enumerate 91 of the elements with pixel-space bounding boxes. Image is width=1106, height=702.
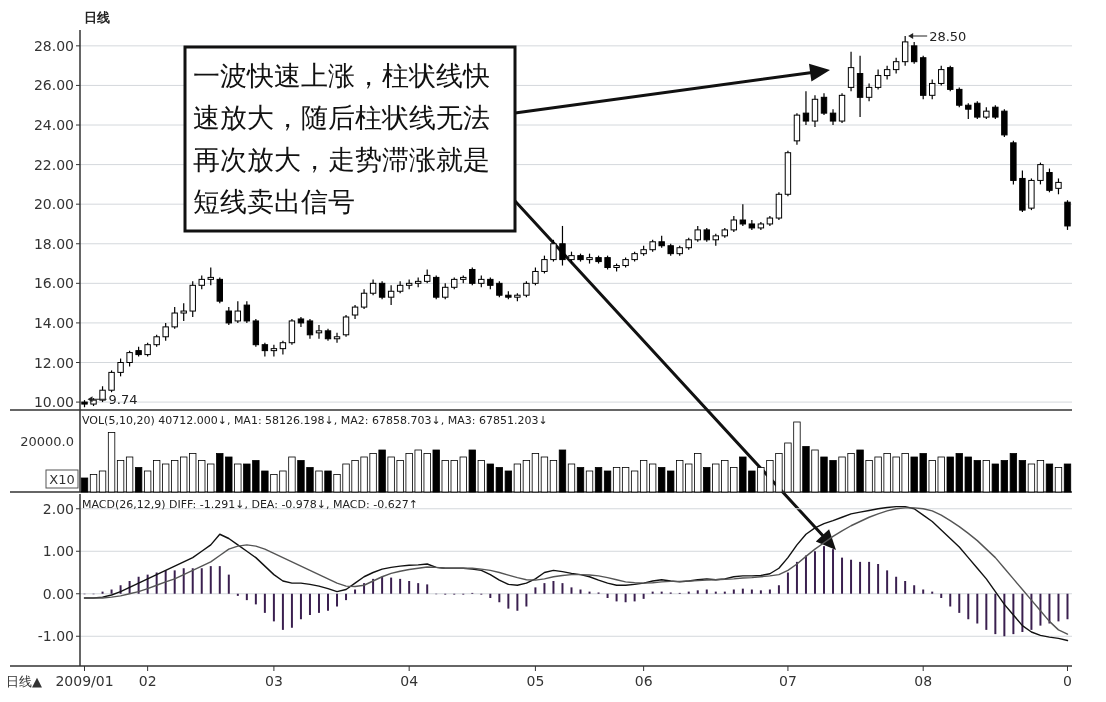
x-tick-label: 04 (400, 673, 419, 689)
y-tick-label: 26.00 (33, 77, 74, 94)
bar (621, 467, 630, 493)
y-tick-label: 12.00 (33, 354, 74, 371)
bar (98, 470, 107, 493)
candlestick (802, 90, 810, 126)
candlestick (947, 65, 954, 92)
bar (531, 453, 540, 493)
bar (1036, 460, 1045, 493)
candlestick (288, 318, 296, 346)
candlestick (243, 300, 251, 324)
y-tick-label: 22.00 (33, 156, 74, 173)
y-tick-label: 18.00 (33, 235, 74, 252)
bar (594, 467, 603, 493)
candlestick (333, 332, 341, 344)
candlestick (1037, 162, 1044, 185)
text: 日线▲ (6, 674, 42, 689)
candlestick (874, 69, 882, 90)
candlestick (252, 318, 260, 348)
text: X10 (49, 472, 75, 487)
x-tick-label: 06 (634, 673, 653, 689)
candlestick (315, 324, 323, 340)
candlestick (234, 300, 242, 324)
y-tick-label: 1.00 (42, 543, 74, 560)
candlestick (956, 86, 963, 108)
bar (125, 456, 134, 493)
y-tick-label: 24.00 (33, 117, 74, 134)
bar (1027, 463, 1036, 493)
candlestick (342, 314, 350, 338)
annotation: 一波快速上涨，柱状线快速放大，随后柱状线无法再次放大，走势滞涨就是短线卖出信号 (193, 60, 490, 217)
x-tick-label: 0 (1063, 673, 1072, 689)
candlestick (171, 306, 178, 330)
candlestick (929, 78, 936, 100)
candlestick (847, 51, 855, 92)
bar (576, 467, 585, 493)
annotation: VOL(5,10,20) 40712.000↓, MA1: 58126.198↓, MA2: 67858.703↓, MA3: 67851.203↓ (82, 414, 548, 427)
y-tick-label: 28.00 (33, 37, 74, 54)
bar (1054, 467, 1063, 493)
candlestick (820, 92, 828, 116)
bar (603, 470, 612, 493)
y-tick-label: 14.00 (33, 314, 74, 331)
candlestick (775, 191, 783, 221)
bar (585, 470, 594, 493)
x-tick-label: 03 (264, 673, 283, 689)
bar (540, 456, 549, 493)
x-tick-label: 07 (779, 673, 797, 689)
candlestick (739, 203, 747, 227)
x-tick-label: 05 (526, 673, 545, 689)
bar (1045, 463, 1054, 493)
candlestick (901, 35, 909, 67)
bar (549, 460, 558, 493)
chart-title: 日线 (84, 10, 110, 25)
bar (567, 463, 576, 493)
candlestick (360, 288, 368, 310)
bar (89, 474, 98, 493)
x-tick-label: 2009/01 (55, 673, 114, 689)
y-tick-label: 20.00 (33, 196, 74, 213)
bar (80, 477, 89, 493)
candlestick (550, 239, 557, 263)
y-tick-label: 16.00 (33, 275, 74, 292)
y-tick-label: 10.00 (33, 394, 74, 411)
candlestick (1001, 108, 1008, 138)
bar (522, 460, 531, 493)
candlestick (910, 41, 918, 65)
candlestick (433, 274, 440, 300)
candlestick (856, 55, 864, 118)
candlestick (938, 65, 945, 87)
bar (1018, 460, 1027, 493)
annotation: 9.74 (108, 392, 138, 408)
candlestick (1064, 199, 1071, 231)
bar (116, 460, 125, 493)
candlestick (216, 276, 223, 304)
x-tick-label: 08 (914, 673, 933, 689)
bar (107, 432, 116, 493)
x-tick-label: 02 (138, 673, 157, 689)
candlestick (387, 284, 395, 306)
bar (558, 449, 567, 493)
candlestick (559, 225, 566, 267)
candlestick (108, 369, 115, 393)
candlestick (1046, 167, 1053, 193)
y-tick-label: 2.00 (42, 500, 74, 517)
bar (1063, 463, 1072, 493)
text: 20000.0 (20, 434, 74, 449)
bar (612, 467, 621, 493)
candlestick (811, 94, 819, 128)
y-tick-label: -1.00 (37, 628, 74, 645)
candlestick (270, 344, 278, 358)
candlestick (306, 318, 314, 340)
y-tick-label: 0.00 (42, 585, 74, 602)
annotation: 28.50 (929, 28, 967, 44)
annotation: MACD(26,12,9) DIFF: -1.291↓, DEA: -0.978↓, MACD: -0.627↑ (82, 498, 418, 511)
